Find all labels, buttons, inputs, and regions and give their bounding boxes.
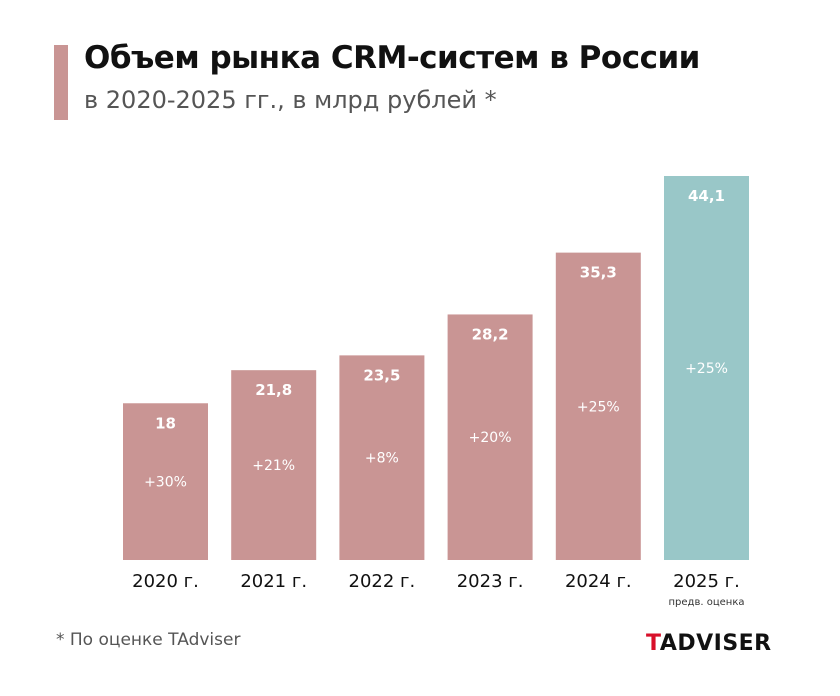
- x-tick-label: 2021 г.: [240, 571, 307, 592]
- bar-value-label: 21,8: [255, 381, 292, 399]
- bar-value-label: 44,1: [688, 187, 725, 205]
- x-tick-note: предв. оценка: [669, 597, 745, 608]
- x-tick-label: 2024 г.: [565, 571, 632, 592]
- x-tick-label: 2025 г.: [673, 571, 740, 592]
- growth-label: +25%: [577, 399, 620, 415]
- bar-value-label: 35,3: [580, 264, 617, 282]
- x-tick-label: 2020 г.: [132, 571, 199, 592]
- bar: [664, 176, 749, 560]
- title-accent-bar: [54, 45, 68, 120]
- footnote: * По оценке TAdviser: [56, 630, 241, 650]
- growth-label: +8%: [365, 451, 399, 467]
- bar: [123, 403, 208, 560]
- growth-label: +30%: [144, 475, 187, 491]
- bar: [447, 314, 533, 560]
- growth-label: +20%: [469, 430, 512, 446]
- growth-label: +21%: [252, 458, 295, 474]
- growth-label: +25%: [685, 361, 728, 377]
- bar: [339, 355, 425, 560]
- x-tick-label: 2022 г.: [349, 571, 416, 592]
- bar-value-label: 28,2: [472, 325, 509, 343]
- chart-title: Объем рынка CRM-систем в России: [84, 40, 700, 76]
- bar: [231, 370, 317, 560]
- bar-value-label: 18: [155, 414, 176, 432]
- tadviser-logo: TADVISER: [646, 631, 772, 656]
- x-tick-label: 2023 г.: [457, 571, 524, 592]
- bar-value-label: 23,5: [363, 366, 400, 384]
- chart-subtitle: в 2020-2025 гг., в млрд рублей *: [84, 86, 497, 114]
- bar: [555, 252, 641, 560]
